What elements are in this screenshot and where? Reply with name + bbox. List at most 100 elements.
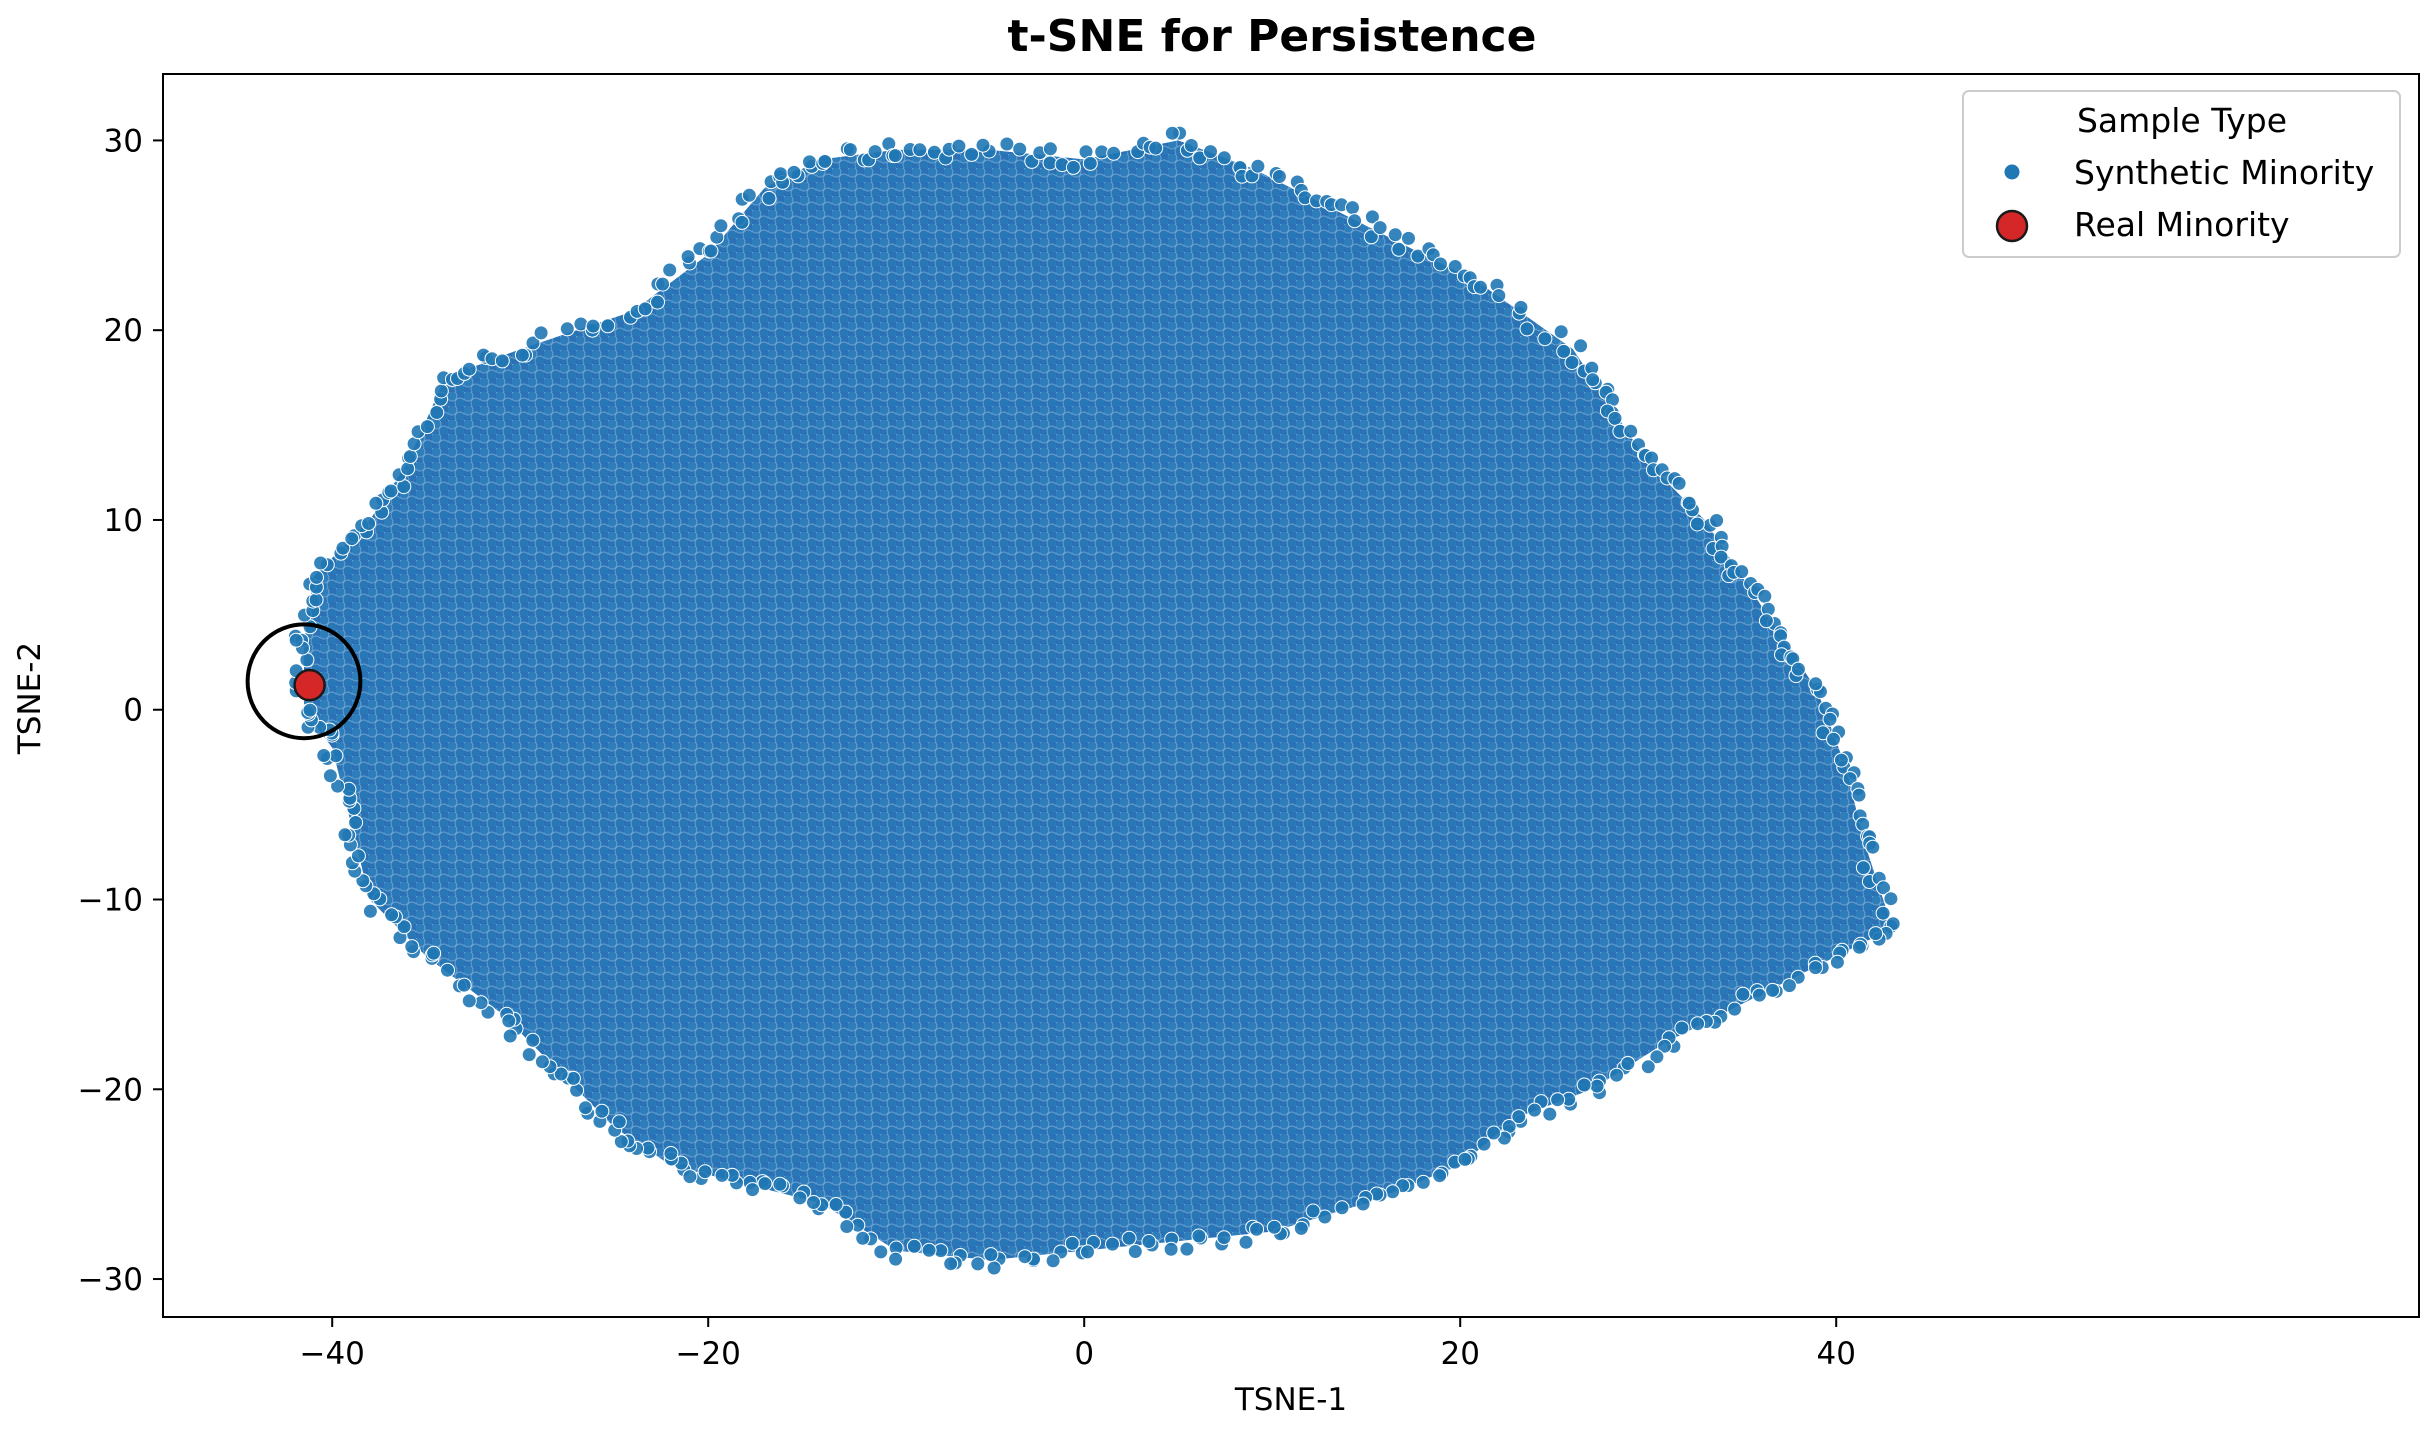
synthetic-minority-point <box>1473 279 1488 295</box>
synthetic-minority-point <box>355 873 371 889</box>
synthetic-minority-point <box>1822 711 1838 727</box>
synthetic-minority-point <box>1082 155 1098 171</box>
synthetic-minority-point <box>951 138 967 154</box>
synthetic-minority-point <box>362 903 378 919</box>
synthetic-minority-point <box>741 187 757 203</box>
synthetic-minority-point <box>1163 1241 1179 1257</box>
synthetic-minority-point <box>1537 331 1553 347</box>
synthetic-minority-point <box>714 1167 730 1183</box>
synthetic-minority-point <box>1790 661 1806 677</box>
synthetic-minority-point <box>1808 676 1824 692</box>
synthetic-minority-point <box>316 748 332 763</box>
synthetic-minority-point <box>1511 1109 1527 1125</box>
synthetic-minority-point <box>1385 1184 1401 1200</box>
synthetic-minority-point <box>1851 939 1867 955</box>
synthetic-minority-point <box>461 993 477 1009</box>
synthetic-minority-point <box>1238 1234 1254 1250</box>
x-tick-label: 20 <box>1440 1336 1479 1372</box>
synthetic-minority-point <box>1121 1230 1137 1246</box>
synthetic-minority-point <box>1674 1020 1690 1036</box>
synthetic-minority-point <box>1364 209 1380 225</box>
synthetic-minority-point <box>501 1013 517 1029</box>
synthetic-minority-point <box>1851 787 1867 803</box>
synthetic-minority-point <box>1410 248 1426 264</box>
synthetic-minority-point <box>348 815 364 830</box>
synthetic-minority-point <box>396 919 412 935</box>
synthetic-minority-point <box>745 1182 760 1198</box>
synthetic-minority-point <box>1808 960 1823 976</box>
synthetic-minority-point <box>1671 475 1687 491</box>
synthetic-minority-point <box>1690 1016 1706 1032</box>
synthetic-minority-point <box>1105 1236 1120 1252</box>
synthetic-minority-point <box>1781 978 1797 994</box>
legend-label-real: Real Minority <box>2074 205 2290 244</box>
synthetic-minority-point <box>1876 880 1891 896</box>
synthetic-minority-point <box>1826 731 1841 747</box>
synthetic-minority-point <box>1855 860 1871 876</box>
synthetic-minority-point <box>368 495 384 511</box>
synthetic-minority-point <box>534 1054 550 1070</box>
synthetic-minority-point <box>1164 125 1180 141</box>
synthetic-minority-point <box>1363 229 1379 245</box>
synthetic-minority-point <box>1649 1049 1665 1065</box>
synthetic-minority-point <box>1080 1244 1095 1260</box>
synthetic-minority-point <box>1266 1219 1282 1235</box>
synthetic-minority-point <box>429 405 445 420</box>
synthetic-minority-point <box>308 592 324 608</box>
synthetic-minority-point <box>1513 299 1529 315</box>
y-axis: −30 −20 −10 0 10 20 30 <box>78 123 163 1298</box>
synthetic-minority-point <box>1527 1102 1542 1118</box>
synthetic-minority-point <box>1355 1196 1371 1212</box>
synthetic-minority-point <box>662 262 678 278</box>
synthetic-minority-point <box>1141 1234 1157 1249</box>
legend-marker-synthetic <box>2003 163 2021 181</box>
synthetic-minority-point <box>494 353 510 369</box>
y-tick-label: 30 <box>104 123 143 159</box>
synthetic-minority-point <box>1457 1151 1473 1167</box>
synthetic-minority-point <box>1758 613 1774 629</box>
synthetic-minority-point <box>817 154 833 169</box>
x-axis: −40 −20 0 20 40 <box>299 1317 1856 1372</box>
y-tick-label: −10 <box>78 883 143 919</box>
synthetic-minority-point <box>734 214 750 230</box>
synthetic-minority-point <box>361 516 377 531</box>
synthetic-minority-edge-points <box>288 125 1901 1276</box>
legend-box <box>1962 90 2401 258</box>
legend: Sample Type Synthetic Minority Real Mino… <box>1962 90 2401 258</box>
synthetic-minority-point <box>1553 324 1569 340</box>
synthetic-minority-point <box>983 1247 999 1263</box>
synthetic-minority-point <box>1391 241 1407 257</box>
synthetic-minority-point <box>1387 227 1403 243</box>
synthetic-minority-point <box>313 555 329 571</box>
synthetic-minority-point <box>637 301 653 317</box>
synthetic-minority-point <box>1017 1249 1033 1265</box>
synthetic-minority-point <box>1148 140 1164 156</box>
synthetic-minority-point <box>309 569 324 585</box>
synthetic-minority-point <box>839 1219 855 1234</box>
synthetic-minority-point <box>792 1190 808 1206</box>
synthetic-minority-point <box>773 166 789 182</box>
synthetic-minority-point <box>1542 1106 1558 1122</box>
synthetic-minority-point <box>964 146 980 162</box>
synthetic-minority-point <box>682 1169 698 1185</box>
synthetic-minority-point <box>1106 145 1122 161</box>
legend-marker-real <box>1995 209 2029 243</box>
synthetic-minority-point <box>1476 1136 1492 1152</box>
synthetic-minority-point <box>1401 230 1416 246</box>
synthetic-minority-point <box>1623 423 1639 439</box>
synthetic-minority-point <box>1433 256 1448 272</box>
synthetic-minority-point <box>1765 982 1781 998</box>
synthetic-minority-point <box>1556 343 1572 359</box>
synthetic-minority-point <box>433 383 449 399</box>
synthetic-minority-point <box>585 318 601 334</box>
synthetic-minority-point <box>559 321 575 337</box>
synthetic-minority-point <box>1829 954 1845 970</box>
synthetic-minority-point <box>1727 1001 1743 1017</box>
synthetic-minority-point <box>553 1066 569 1082</box>
synthetic-minority-point <box>400 461 416 477</box>
highlight-ellipse <box>245 622 363 741</box>
synthetic-minority-point <box>1491 288 1507 304</box>
synthetic-minority-point <box>456 977 472 993</box>
synthetic-minority-point <box>302 702 318 718</box>
